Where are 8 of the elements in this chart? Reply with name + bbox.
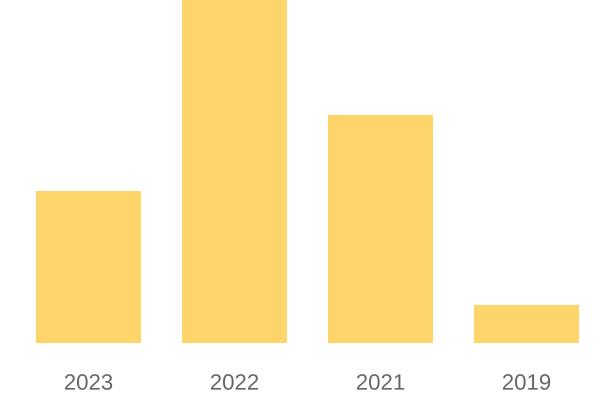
bar: [474, 304, 580, 343]
bar: [328, 114, 434, 343]
bar: [36, 191, 142, 343]
x-tick-label: 2019: [502, 374, 550, 390]
x-tick-label: 2022: [210, 374, 258, 390]
x-tick-label: 2023: [64, 374, 112, 390]
bar: [182, 0, 288, 343]
x-tick-label: 2021: [356, 374, 404, 390]
